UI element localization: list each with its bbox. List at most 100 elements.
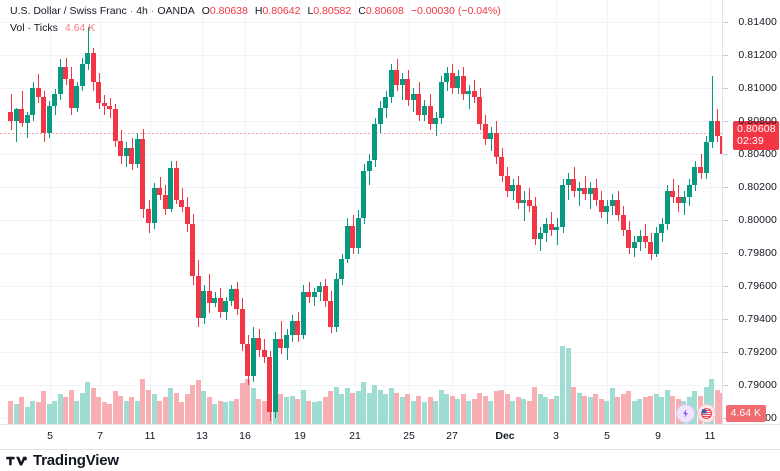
price-axis-tick (723, 286, 728, 287)
volume-bar (493, 391, 499, 424)
lightning-badge-icon[interactable] (676, 404, 695, 423)
candle-body (168, 168, 174, 209)
volume-bar (256, 399, 262, 424)
volume-bar (554, 395, 560, 424)
candle-body (560, 184, 565, 228)
volume-bar (151, 394, 157, 424)
volume-bar (642, 397, 648, 424)
volume-bar (383, 394, 389, 424)
time-axis-label: Dec (495, 430, 515, 442)
volume-bar (648, 395, 654, 424)
time-axis-label: 5 (47, 430, 53, 442)
price-axis-tick (723, 253, 728, 254)
volume-bar (504, 394, 510, 424)
chart-plot-area[interactable] (0, 0, 748, 424)
candle-wick (491, 127, 492, 152)
time-axis[interactable]: 5 7 11 13 16 19 21 25 27 Dec 3 5 9 11 (0, 425, 722, 449)
legend-separator-1: · (129, 5, 134, 17)
volume-bar (455, 399, 461, 424)
candle-wick (684, 190, 685, 216)
grid-line-horizontal (0, 22, 722, 23)
candle-body (433, 118, 439, 125)
volume-bar (388, 388, 394, 424)
volume-bar (217, 400, 223, 424)
volume-bar (19, 397, 25, 424)
volume-bar (41, 391, 47, 424)
candle-wick (413, 87, 414, 113)
volume-bar (311, 402, 317, 424)
candle-body (455, 75, 461, 88)
candle-wick (524, 190, 525, 222)
candle-wick (469, 84, 470, 110)
grid-line-horizontal (0, 187, 722, 188)
open-label: O (201, 5, 210, 17)
exchange-label[interactable]: OANDA (157, 5, 195, 17)
candle-body (366, 160, 372, 172)
candle-body (228, 289, 234, 302)
candle-body (714, 121, 720, 137)
us-flag-badge-icon[interactable] (697, 404, 716, 423)
candle-body (659, 224, 665, 234)
candle-body (648, 242, 654, 255)
volume-bar (278, 394, 284, 424)
volume-bar (212, 403, 218, 424)
candle-wick (568, 172, 569, 200)
grid-line-horizontal (0, 253, 722, 254)
candle-wick (673, 178, 674, 203)
candle-body (460, 75, 466, 94)
price-axis-tick (723, 121, 728, 122)
candle-body (565, 178, 571, 185)
price-axis-tick (723, 55, 728, 56)
volume-indicator-name[interactable]: Vol · Ticks (10, 22, 58, 34)
high-value: 0.80642 (262, 5, 301, 17)
candle-body (234, 289, 240, 309)
volume-bar (239, 383, 245, 424)
current-price-value: 0.80608 (737, 123, 776, 135)
price-axis-label: 0.80200 (738, 181, 777, 193)
candle-body (449, 72, 455, 88)
candle-body (477, 96, 483, 125)
price-axis-tick (723, 385, 728, 386)
candle-body (537, 233, 543, 240)
candle-body (344, 225, 350, 259)
volume-legend-row[interactable]: Vol · Ticks 4.64 K (10, 21, 501, 35)
candle-wick (314, 287, 315, 306)
candle-body (388, 69, 394, 97)
grid-line-horizontal (0, 352, 722, 353)
volume-bar (405, 394, 411, 424)
candle-body (96, 81, 102, 103)
tradingview-brand-text: TradingView (33, 452, 119, 469)
volume-bar (284, 397, 289, 424)
candle-body (267, 357, 273, 412)
lightning-bolt-icon (682, 409, 689, 418)
ohlc-high: H0.80642 (255, 4, 301, 18)
candle-body (554, 227, 560, 231)
candle-body (493, 133, 499, 158)
volume-bar (96, 397, 102, 424)
candle-body (350, 225, 356, 249)
volume-bar (416, 395, 422, 424)
volume-bar (631, 400, 637, 424)
symbol-legend-row[interactable]: U.S. Dollar / Swiss Franc · 4h · OANDA O… (10, 4, 501, 18)
chart-status-badges (676, 404, 716, 423)
legend-separator-2: · (150, 5, 155, 17)
volume-bar (526, 400, 532, 424)
volume-bar (184, 394, 190, 424)
candle-body (256, 337, 262, 350)
candle-body (620, 215, 626, 231)
volume-bar (206, 397, 212, 424)
interval-label[interactable]: 4h (136, 5, 148, 17)
grid-line-vertical (710, 0, 711, 424)
grid-line-vertical (100, 0, 101, 424)
grid-line-vertical (452, 0, 453, 424)
time-axis-label: 7 (97, 430, 103, 442)
volume-bar (565, 347, 571, 424)
volume-bar (295, 399, 301, 424)
grid-line-horizontal (0, 418, 722, 419)
volume-bar (123, 400, 129, 424)
price-axis-tick (723, 22, 728, 23)
price-axis[interactable]: 0.80608 02:39 0.81400 0.81200 0.81000 0.808… (722, 0, 780, 424)
symbol-name[interactable]: U.S. Dollar / Swiss Franc (10, 5, 127, 17)
tradingview-logo[interactable]: TradingView (6, 452, 119, 469)
candle-body (686, 184, 692, 197)
